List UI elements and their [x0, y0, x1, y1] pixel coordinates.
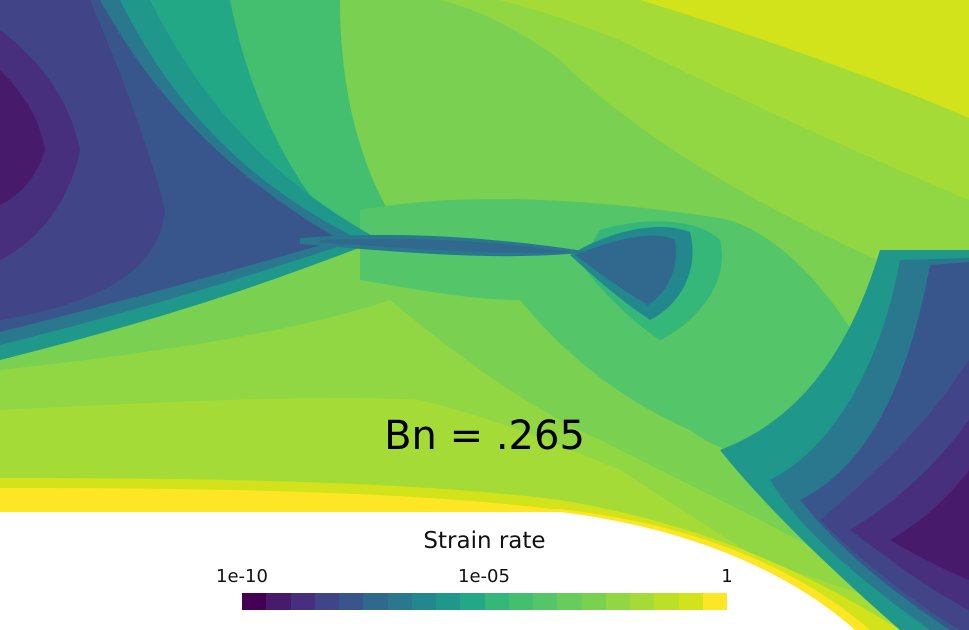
colorbar-tick-min: 1e-10	[216, 566, 268, 587]
colorbar-tick-mid: 1e-05	[458, 566, 510, 587]
field-band-topright-3	[640, 0, 969, 118]
bingham-number-label: Bn = .265	[384, 413, 585, 459]
colorbar-swatch	[242, 593, 267, 610]
colorbar-swatch	[339, 593, 364, 610]
colorbar-swatch	[363, 593, 388, 610]
field-band-center-1	[360, 198, 880, 470]
colorbar	[242, 593, 727, 610]
colorbar-swatch	[630, 593, 655, 610]
field-band-center-4	[575, 235, 676, 305]
field-band-rightlobe-6	[890, 470, 969, 580]
colorbar-swatch	[387, 593, 412, 610]
colorbar-swatch	[678, 593, 703, 610]
colorbar-tick-max: 1	[721, 566, 733, 587]
colorbar-swatch	[290, 593, 315, 610]
colorbar-swatch	[605, 593, 630, 610]
colorbar-swatch	[484, 593, 509, 610]
colorbar-swatch	[557, 593, 582, 610]
colorbar-swatch	[436, 593, 461, 610]
colorbar-title: Strain rate	[423, 528, 546, 554]
colorbar-swatch	[460, 593, 485, 610]
colorbar-swatch	[581, 593, 606, 610]
colorbar-swatch	[508, 593, 533, 610]
colorbar-swatch	[314, 593, 339, 610]
colorbar-swatch	[266, 593, 291, 610]
colorbar-swatch	[533, 593, 558, 610]
field-streak-core	[320, 238, 570, 254]
colorbar-swatch	[702, 593, 727, 610]
colorbar-swatch	[654, 593, 679, 610]
colorbar-swatch	[411, 593, 436, 610]
field-band-leftlobe-6	[0, 70, 45, 205]
